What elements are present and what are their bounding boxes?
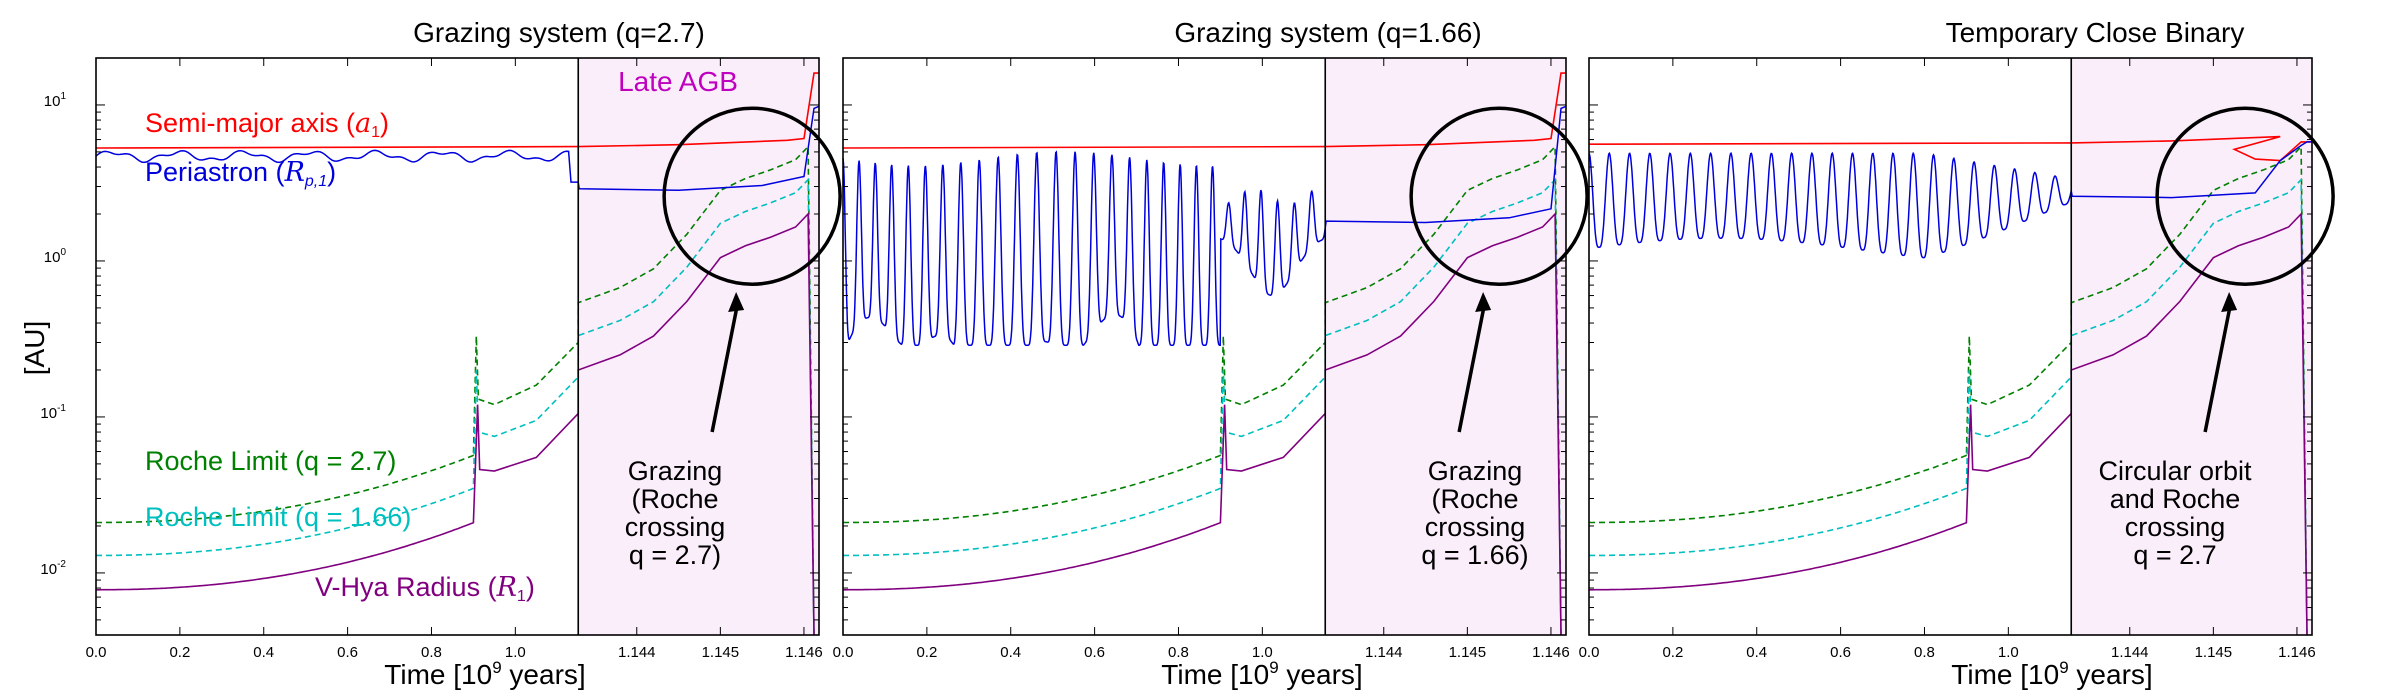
roche-limit-2-7-line xyxy=(843,144,1562,636)
v-hya-radius-line xyxy=(96,212,815,636)
annotation-arrowhead xyxy=(1475,292,1492,312)
roche-limit-2-7-line xyxy=(1589,144,2308,636)
late-agb-region xyxy=(578,58,819,635)
late-agb-region xyxy=(2071,58,2312,635)
xtick-label: 0.8 xyxy=(1168,644,1189,661)
legend-roche-limit-1-66: Roche Limit (q = 1.66) xyxy=(145,502,411,532)
plot-frame xyxy=(95,57,820,636)
svg-text:Grazing: Grazing xyxy=(1428,456,1523,486)
xtick-label: 0.2 xyxy=(916,644,937,661)
xtick-label: 1.144 xyxy=(1365,644,1403,661)
highlight-circle xyxy=(1409,106,1589,286)
xtick-label: 0.2 xyxy=(1662,644,1683,661)
xtick-label: 1.146 xyxy=(785,644,823,661)
x-axis-label-3: Time [109 years] xyxy=(1951,658,2152,690)
ytick-label-10-m1: 10-1 xyxy=(40,403,66,422)
y-axis-label: [AU] xyxy=(19,321,50,375)
highlight-circle xyxy=(2155,106,2335,286)
annotation-arrowhead xyxy=(728,292,745,312)
panel-3: 0.0 0.2 0.4 0.6 0.8 1.0 1.144 1.145 1.146 xyxy=(1579,57,2335,661)
roche-limit-2-7-line xyxy=(96,144,815,636)
roche-limit-1-66-line xyxy=(96,177,815,636)
annotation-panel-1: Grazing (Roche crossing q = 2.7) xyxy=(625,456,726,570)
panel-3-title: Temporary Close Binary xyxy=(1946,17,2245,48)
xtick-label: 0.0 xyxy=(833,644,854,661)
xtick-label: 0.6 xyxy=(1084,644,1105,661)
panel-1: 0.0 0.2 0.4 0.6 0.8 1.0 1.144 1.145 1.146 xyxy=(86,57,842,661)
svg-text:and Roche: and Roche xyxy=(2110,484,2241,514)
annotation-arrow xyxy=(1457,305,1486,433)
annotation-panel-3: Circular orbit and Roche crossing q = 2.… xyxy=(2098,456,2252,570)
xtick-label: 0.6 xyxy=(1830,644,1851,661)
legend-v-hya-radius: V-Hya Radius (R1) xyxy=(315,572,535,605)
x-axis-label-1: Time [109 years] xyxy=(384,658,585,690)
roche-limit-1-66-line xyxy=(1589,177,2308,636)
annotation-arrow xyxy=(710,305,739,433)
xtick-label: 0.6 xyxy=(337,644,358,661)
svg-text:Circular orbit: Circular orbit xyxy=(2098,456,2252,486)
plot-frame xyxy=(842,57,1567,636)
xtick-label: 0.0 xyxy=(1579,644,1600,661)
v-hya-radius-line xyxy=(1589,212,2308,636)
xtick-label: 1.146 xyxy=(1532,644,1570,661)
x-axis-label-2: Time [109 years] xyxy=(1161,658,1362,690)
svg-text:q = 2.7): q = 2.7) xyxy=(629,540,721,570)
legend-semi-major-axis: Semi-major axis (a1) xyxy=(145,108,389,141)
panel-1-title: Grazing system (q=2.7) xyxy=(413,17,705,48)
legend-periastron: Periastron (Rp,1) xyxy=(145,157,336,190)
annotation-arrowhead xyxy=(2221,292,2238,312)
xtick-label: 0.8 xyxy=(1914,644,1935,661)
v-hya-radius-line xyxy=(843,212,1562,636)
roche-limit-1-66-line xyxy=(843,177,1562,636)
xtick-label: 1.145 xyxy=(702,644,740,661)
highlight-circle xyxy=(662,106,842,286)
svg-text:(Roche: (Roche xyxy=(631,484,718,514)
xtick-label: 1.0 xyxy=(505,644,526,661)
late-agb-region xyxy=(1325,58,1566,635)
xtick-label: 1.0 xyxy=(1998,644,2019,661)
svg-text:crossing: crossing xyxy=(2125,512,2226,542)
xtick-label: 1.146 xyxy=(2278,644,2316,661)
svg-text:q = 2.7: q = 2.7 xyxy=(2133,540,2216,570)
xtick-label: 1.144 xyxy=(2111,644,2149,661)
periastron-line xyxy=(842,105,1567,347)
plot-frame xyxy=(1588,57,2313,636)
ytick-label-10-0: 100 xyxy=(44,247,67,266)
xtick-label: 0.4 xyxy=(1746,644,1767,661)
ytick-label-10-m2: 10-2 xyxy=(40,559,66,578)
svg-text:Grazing: Grazing xyxy=(628,456,723,486)
periastron-line xyxy=(95,105,820,191)
semi-major-axis-line xyxy=(1588,135,2312,162)
xtick-label: 1.144 xyxy=(618,644,656,661)
legend-roche-limit-2-7: Roche Limit (q = 2.7) xyxy=(145,446,396,476)
svg-text:crossing: crossing xyxy=(625,512,726,542)
ytick-label-10-1: 101 xyxy=(44,91,67,110)
svg-text:(Roche: (Roche xyxy=(1431,484,1518,514)
annotation-arrow xyxy=(2203,305,2232,433)
xtick-label: 1.0 xyxy=(1252,644,1273,661)
panel-2-title: Grazing system (q=1.66) xyxy=(1174,17,1481,48)
xtick-label: 0.8 xyxy=(421,644,442,661)
xtick-label: 0.0 xyxy=(86,644,107,661)
annotation-panel-2: Grazing (Roche crossing q = 1.66) xyxy=(1421,456,1528,570)
xtick-label: 1.145 xyxy=(1449,644,1487,661)
xtick-label: 0.2 xyxy=(169,644,190,661)
xtick-label: 0.4 xyxy=(253,644,274,661)
panel-2: 0.0 0.2 0.4 0.6 0.8 1.0 1.144 1.145 1.146 xyxy=(833,57,1589,661)
svg-text:q = 1.66): q = 1.66) xyxy=(1421,540,1528,570)
periastron-line xyxy=(1588,141,2312,259)
xtick-label: 0.4 xyxy=(1000,644,1021,661)
svg-text:crossing: crossing xyxy=(1425,512,1526,542)
late-agb-label: Late AGB xyxy=(618,66,738,97)
xtick-label: 1.145 xyxy=(2195,644,2233,661)
